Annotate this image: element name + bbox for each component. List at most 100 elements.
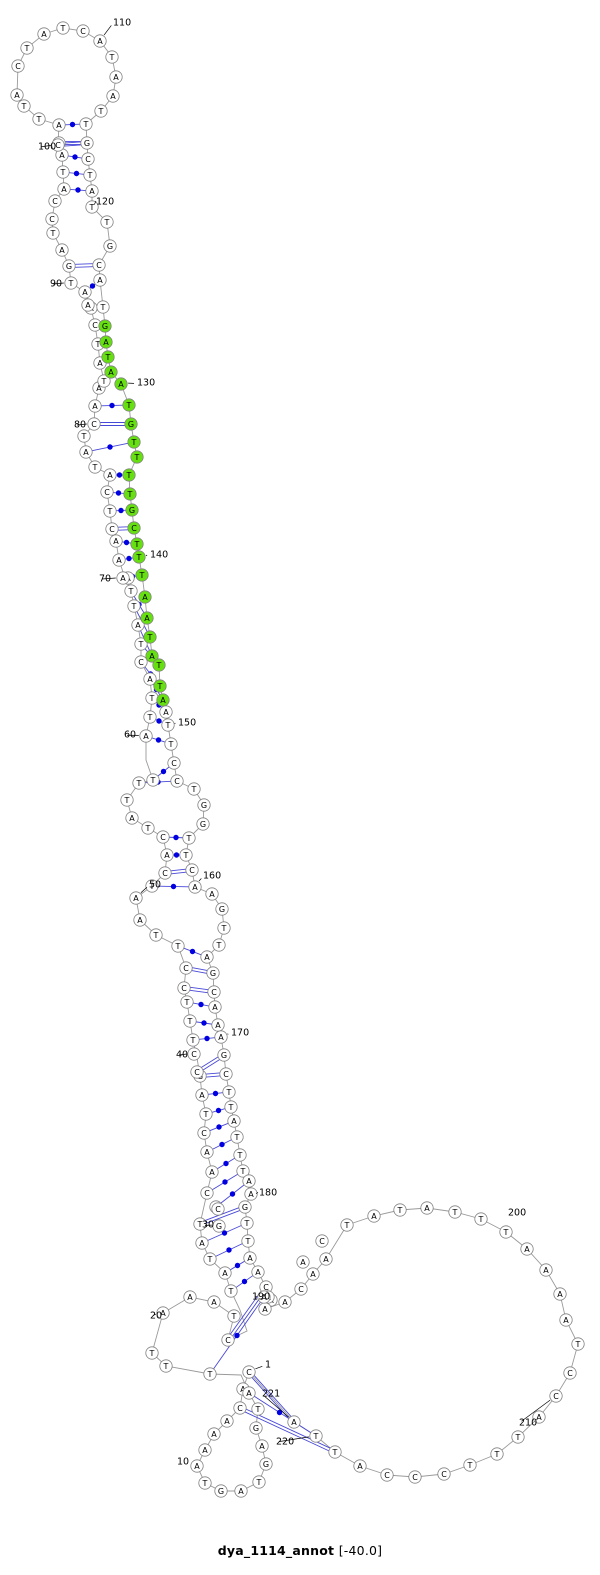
base-circle[interactable] bbox=[185, 863, 199, 877]
base-circle[interactable] bbox=[215, 902, 229, 916]
base-node[interactable]: T bbox=[127, 435, 141, 449]
base-node[interactable]: A bbox=[255, 1439, 269, 1453]
base-circle-highlighted[interactable] bbox=[153, 679, 167, 693]
base-circle-highlighted[interactable] bbox=[104, 365, 118, 379]
base-node[interactable]: T bbox=[132, 776, 146, 790]
base-circle-highlighted[interactable] bbox=[99, 335, 113, 349]
base-node[interactable]: C bbox=[156, 830, 170, 844]
base-node[interactable]: A bbox=[242, 1174, 256, 1188]
base-circle-highlighted[interactable] bbox=[145, 649, 159, 663]
base-circle[interactable] bbox=[220, 1414, 234, 1428]
base-circle[interactable] bbox=[105, 50, 119, 64]
base-circle-highlighted[interactable] bbox=[127, 435, 141, 449]
base-node[interactable]: C bbox=[92, 258, 106, 272]
base-node[interactable]: A bbox=[78, 285, 92, 299]
base-node[interactable]: G bbox=[125, 503, 139, 517]
base-node[interactable]: C bbox=[81, 152, 95, 166]
base-node[interactable]: A bbox=[287, 1415, 301, 1429]
base-node[interactable]: T bbox=[448, 1205, 462, 1219]
base-circle[interactable] bbox=[238, 1200, 252, 1214]
base-circle[interactable] bbox=[134, 655, 148, 669]
base-node[interactable]: T bbox=[230, 1130, 244, 1144]
base-node[interactable]: C bbox=[219, 1067, 233, 1081]
base-node[interactable]: T bbox=[224, 1284, 238, 1298]
base-node[interactable]: A bbox=[367, 1209, 381, 1223]
base-node[interactable]: A bbox=[243, 1251, 257, 1265]
base-node[interactable]: T bbox=[227, 1309, 241, 1323]
base-node[interactable]: A bbox=[85, 184, 99, 198]
base-node[interactable]: G bbox=[62, 259, 76, 273]
base-circle[interactable] bbox=[255, 1439, 269, 1453]
base-node[interactable]: C bbox=[185, 863, 199, 877]
base-circle[interactable] bbox=[499, 1225, 513, 1239]
base-node[interactable]: A bbox=[306, 1267, 320, 1281]
base-node[interactable]: C bbox=[179, 961, 193, 975]
base-node[interactable]: A bbox=[106, 89, 120, 103]
base-circle[interactable] bbox=[85, 200, 99, 214]
base-circle[interactable] bbox=[116, 571, 130, 585]
base-node[interactable]: A bbox=[539, 1263, 553, 1277]
base-node[interactable]: A bbox=[55, 243, 69, 257]
base-circle[interactable] bbox=[340, 1218, 354, 1232]
base-node[interactable]: A bbox=[200, 950, 214, 964]
base-node[interactable]: C bbox=[190, 1065, 204, 1079]
base-node[interactable]: T bbox=[224, 1100, 238, 1114]
base-circle[interactable] bbox=[103, 504, 117, 518]
base-circle[interactable] bbox=[81, 152, 95, 166]
base-circle[interactable] bbox=[200, 950, 214, 964]
base-node[interactable]: T bbox=[85, 200, 99, 214]
base-circle[interactable] bbox=[474, 1212, 488, 1226]
base-circle[interactable] bbox=[146, 773, 160, 787]
base-circle[interactable] bbox=[511, 1430, 525, 1444]
base-node[interactable]: T bbox=[393, 1203, 407, 1217]
base-node[interactable]: A bbox=[156, 1306, 170, 1320]
base-circle[interactable] bbox=[45, 212, 59, 226]
base-circle[interactable] bbox=[132, 776, 146, 790]
base-node[interactable]: T bbox=[122, 468, 136, 482]
base-circle[interactable] bbox=[145, 1346, 159, 1360]
base-circle[interactable] bbox=[207, 1295, 221, 1309]
base-circle[interactable] bbox=[11, 59, 25, 73]
base-node[interactable]: C bbox=[187, 1047, 201, 1061]
base-circle[interactable] bbox=[196, 817, 210, 831]
base-circle[interactable] bbox=[195, 1088, 209, 1102]
base-circle[interactable] bbox=[437, 1467, 451, 1481]
base-node[interactable]: A bbox=[104, 365, 118, 379]
base-circle[interactable] bbox=[103, 468, 117, 482]
base-node[interactable]: T bbox=[153, 679, 167, 693]
base-node[interactable]: A bbox=[296, 1255, 310, 1269]
base-node[interactable]: A bbox=[227, 1114, 241, 1128]
base-node[interactable]: T bbox=[46, 226, 60, 240]
base-circle[interactable] bbox=[233, 1148, 247, 1162]
base-node[interactable]: A bbox=[278, 1295, 292, 1309]
base-node[interactable]: G bbox=[206, 966, 220, 980]
base-node[interactable]: T bbox=[179, 848, 193, 862]
base-node[interactable]: A bbox=[183, 1290, 197, 1304]
base-node[interactable]: C bbox=[167, 756, 181, 770]
base-node[interactable]: G bbox=[98, 319, 112, 333]
base-node[interactable]: T bbox=[143, 710, 157, 724]
base-circle[interactable] bbox=[124, 584, 138, 598]
base-circle[interactable] bbox=[143, 672, 157, 686]
base-node[interactable]: C bbox=[563, 1366, 577, 1380]
base-node[interactable]: T bbox=[64, 276, 78, 290]
base-circle[interactable] bbox=[100, 215, 114, 229]
base-circle[interactable] bbox=[393, 1203, 407, 1217]
base-circle[interactable] bbox=[83, 168, 97, 182]
base-circle[interactable] bbox=[106, 89, 120, 103]
base-node[interactable]: T bbox=[198, 1476, 212, 1490]
base-circle[interactable] bbox=[76, 24, 90, 38]
base-circle[interactable] bbox=[198, 1443, 212, 1457]
base-circle[interactable] bbox=[48, 194, 62, 208]
base-node[interactable]: C bbox=[207, 985, 221, 999]
base-circle[interactable] bbox=[134, 637, 148, 651]
base-circle[interactable] bbox=[230, 1130, 244, 1144]
base-circle[interactable] bbox=[463, 1458, 477, 1472]
base-node[interactable]: T bbox=[463, 1458, 477, 1472]
base-node[interactable]: T bbox=[134, 637, 148, 651]
base-circle[interactable] bbox=[88, 399, 102, 413]
base-node[interactable]: T bbox=[100, 215, 114, 229]
base-circle[interactable] bbox=[294, 1282, 308, 1296]
base-node[interactable]: C bbox=[170, 774, 184, 788]
base-circle[interactable] bbox=[17, 99, 31, 113]
